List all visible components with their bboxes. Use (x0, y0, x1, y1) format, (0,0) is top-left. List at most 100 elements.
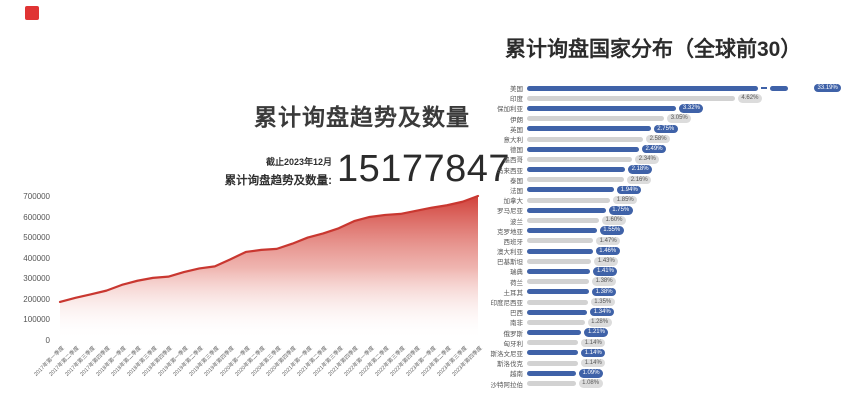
bar-value-badge: 1.14% (581, 348, 606, 358)
bar-label: 斯洛伐克 (497, 361, 523, 369)
bar-row: 法国 1.94% (465, 185, 852, 195)
bar (527, 126, 651, 132)
bar-label: 越南 (510, 371, 523, 379)
bar-label: 西班牙 (503, 238, 524, 246)
bar (527, 238, 594, 244)
bar-label: 巴西 (510, 310, 523, 318)
bar-label: 瑞典 (510, 269, 523, 277)
bar-label: 法国 (510, 187, 523, 195)
area-fill (60, 196, 478, 340)
bar (527, 319, 585, 325)
bar-row: 沙特阿拉伯 1.08% (465, 378, 852, 389)
bar-value-badge: 1.34% (590, 307, 615, 317)
bar-break-segment (770, 85, 788, 91)
bar-value-badge: 1.75% (608, 206, 633, 215)
bar-label: 伊朗 (510, 116, 523, 124)
bar-row: 斯洛文尼亚 1.14% (465, 348, 852, 358)
bar (527, 116, 665, 122)
bar-value-badge: 3.32% (679, 104, 704, 113)
bar-value-badge: 1.09% (579, 369, 604, 378)
bar-value-badge: 1.28% (587, 318, 612, 327)
total-label: 累计询盘趋势及数量: (224, 175, 332, 187)
bar-row: 土耳其 1.38% (465, 287, 852, 297)
bar (527, 207, 606, 213)
bar (527, 105, 677, 111)
asof-label: 截止2023年12月 (265, 157, 332, 167)
y-tick-label: 0 (45, 336, 50, 345)
bar-value-badge: 1.14% (581, 358, 606, 368)
y-tick-label: 700000 (23, 192, 50, 201)
bar-label: 印度 (510, 96, 523, 104)
bar (527, 187, 615, 193)
bar-value-badge: 2.16% (627, 175, 652, 185)
bar-value-badge: 3.05% (667, 114, 692, 123)
bar-label: 意大利 (503, 137, 524, 145)
bar (527, 299, 588, 305)
bar-value-badge: 33.19% (814, 83, 842, 93)
bar-label: 荷兰 (510, 279, 523, 287)
bar-row: 巴基斯坦 1.43% (465, 256, 852, 266)
bar-row: 波兰 1.60% (465, 215, 852, 226)
bar-value-badge: 1.85% (613, 195, 638, 205)
bar-row: 南非 1.28% (465, 317, 852, 327)
bar-label: 马来西亚 (497, 167, 523, 175)
bar-value-badge: 2.49% (642, 144, 667, 154)
bar-row: 美国 33.19% (465, 83, 852, 93)
bar-row: 意大利 2.58% (465, 134, 852, 144)
bar-label: 匈牙利 (503, 340, 524, 348)
bar-value-badge: 1.41% (593, 267, 618, 276)
bar-row: 越南 1.09% (465, 368, 852, 378)
bar-row: 德国 2.49% (465, 144, 852, 154)
bar (527, 279, 590, 285)
bar-value-badge: 2.58% (646, 134, 671, 144)
bar-row: 荷兰 1.38% (465, 277, 852, 287)
y-tick-label: 100000 (23, 315, 50, 325)
bar-label: 英国 (510, 126, 523, 134)
bar-value-badge: 1.60% (602, 216, 627, 225)
bar-row: 克罗地亚 1.55% (465, 226, 852, 236)
bar-label: 巴基斯坦 (497, 259, 523, 267)
bar (527, 360, 579, 366)
bar-row: 俄罗斯 1.21% (465, 328, 852, 338)
bar-label: 沙特阿拉伯 (490, 381, 524, 389)
bar-row: 英国 2.75% (465, 124, 852, 134)
brand-logo (25, 6, 39, 20)
bar-value-badge: 2.18% (628, 165, 653, 174)
bar (527, 350, 579, 356)
y-tick-label: 600000 (23, 212, 50, 222)
left-chart-title: 累计询盘趋势及数量 (254, 104, 470, 130)
y-tick-label: 200000 (23, 294, 50, 304)
bar-label: 俄罗斯 (503, 330, 524, 338)
bar (527, 370, 577, 376)
bar-label: 克罗地亚 (497, 228, 523, 236)
bar-row: 保加利亚 3.32% (465, 103, 852, 113)
bar-label: 澳大利亚 (497, 249, 523, 257)
bar (527, 381, 576, 387)
right-chart-title: 累计询盘国家分布（全球前30） (505, 38, 802, 61)
bar-row: 加拿大 1.85% (465, 195, 852, 205)
bar-row: 巴西 1.34% (465, 307, 852, 317)
bar-row: 西班牙 1.47% (465, 236, 852, 246)
bar-row: 澳大利亚 1.46% (465, 246, 852, 256)
bar-value-badge: 1.55% (599, 226, 624, 235)
bar-value-badge: 1.14% (581, 338, 606, 348)
area-line (58, 194, 480, 304)
bar-label: 斯洛文尼亚 (490, 350, 524, 358)
axis-break-dash (761, 87, 767, 89)
total-block: 截止2023年12月 累计询盘趋势及数量: (160, 155, 332, 188)
bar-value-badge: 2.34% (635, 155, 660, 164)
y-tick-label: 300000 (23, 274, 50, 284)
bar (527, 258, 592, 264)
bar-label: 墨西哥 (503, 157, 524, 165)
bar-value-badge: 1.43% (594, 257, 619, 266)
bar (527, 218, 599, 224)
bar (527, 289, 590, 295)
bar-label: 波兰 (510, 218, 523, 226)
bar-row: 印度尼西亚 1.35% (465, 297, 852, 307)
bar-value-badge: 1.35% (590, 297, 615, 307)
bar-label: 保加利亚 (497, 106, 523, 114)
bar-row: 泰国 2.16% (465, 175, 852, 185)
bar-row: 瑞典 1.41% (465, 266, 852, 276)
bar (527, 146, 640, 152)
